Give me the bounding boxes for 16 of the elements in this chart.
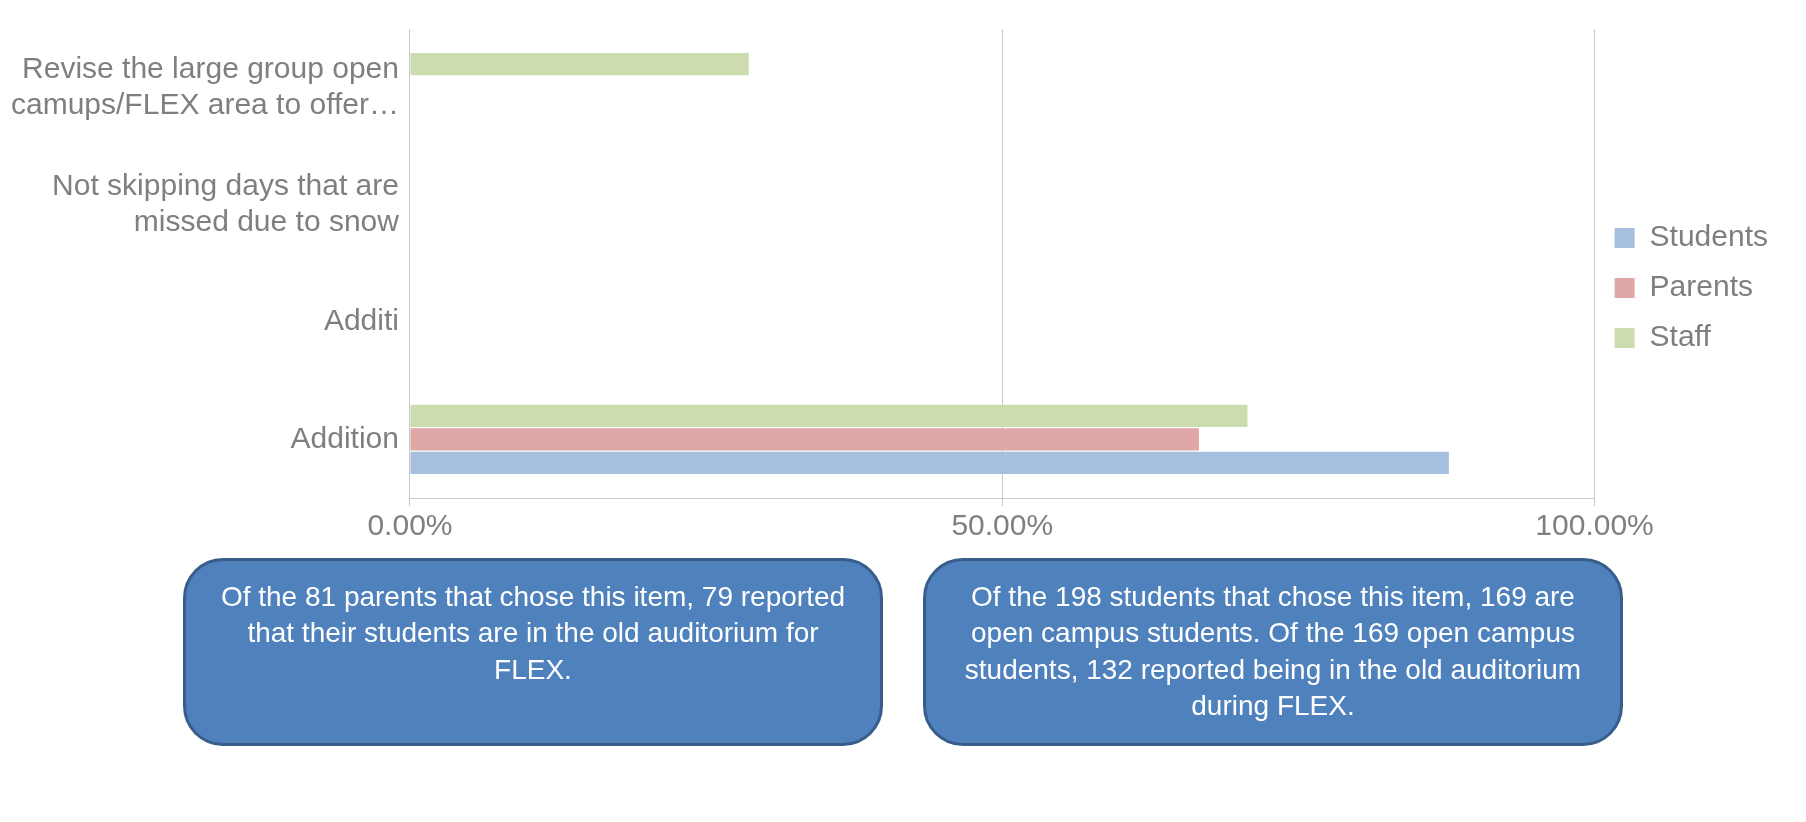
y-tick-label: Addition [290, 420, 399, 454]
y-tick-label: Not skipping days that are missed due to snow [52, 168, 400, 238]
bar [410, 428, 1199, 451]
x-tick-label: 100.00% [1535, 508, 1654, 542]
bar [410, 53, 749, 76]
y-tick-label: Revise the large group open camups/FLEX area to offer… [11, 50, 399, 120]
legend-label: Students [1649, 219, 1768, 253]
speech-bubble: Of the 198 students that chose this item, 169 are open campus students. Of the 169 open campus students, 132 reported being in the old auditorium during FLEX. [923, 558, 1623, 746]
x-tick-label: 50.00% [951, 508, 1054, 542]
bar [410, 404, 1248, 428]
legend-label: Staff [1649, 319, 1712, 353]
y-tick-label: Additi [323, 303, 399, 337]
speech-bubble: Of the 81 parents that chose this item, 79 reported that their students are in the old auditorium for FLEX. [183, 558, 883, 746]
bar [410, 451, 1449, 474]
x-tick-label: 0.00% [367, 508, 453, 542]
legend-label: Parents [1649, 269, 1753, 303]
